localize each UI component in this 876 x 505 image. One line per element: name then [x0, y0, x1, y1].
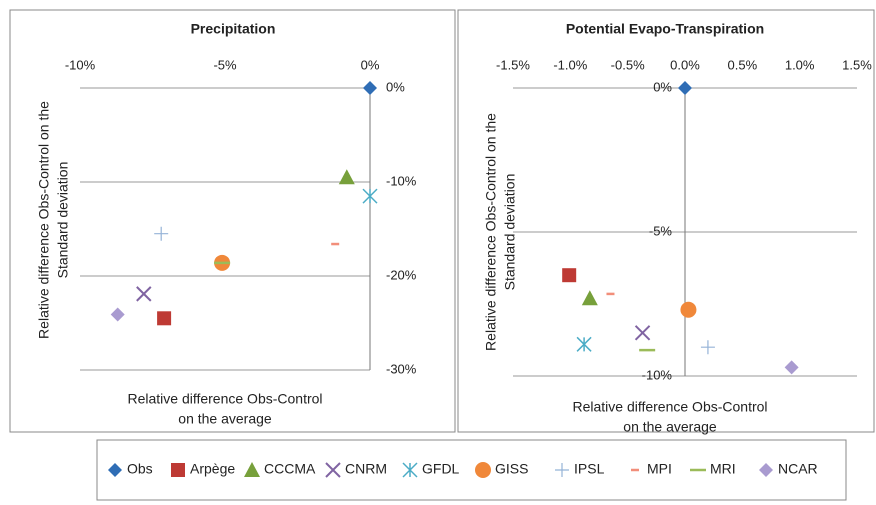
marker — [700, 340, 715, 355]
y-tick-label: 0% — [653, 79, 672, 94]
x-tick-label: -10% — [65, 57, 96, 72]
legend-label: GISS — [495, 461, 528, 477]
x-tick-label: 1.5% — [842, 57, 872, 72]
legend-marker — [555, 463, 569, 477]
marker — [136, 286, 152, 302]
legend-label: MPI — [647, 461, 672, 477]
marker — [634, 325, 651, 341]
x-tick-label: -1.0% — [553, 57, 587, 72]
marker — [157, 311, 172, 326]
legend-label: CCCMA — [264, 461, 316, 477]
x-tick-label: 0% — [361, 57, 380, 72]
x-axis-label: Relative difference Obs-Control — [127, 391, 322, 407]
legend-label: IPSL — [574, 461, 605, 477]
legend-label: CNRM — [345, 461, 387, 477]
y-tick-label: -10% — [386, 173, 417, 188]
marker — [562, 268, 577, 283]
chart-title: Precipitation — [191, 21, 276, 37]
legend-label: NCAR — [778, 461, 818, 477]
y-tick-label: -10% — [642, 367, 673, 382]
marker — [338, 169, 355, 185]
legend-marker — [759, 463, 773, 477]
x-axis-label: on the average — [623, 419, 717, 435]
legend-marker — [244, 462, 260, 477]
marker — [576, 336, 592, 352]
y-axis-label: Standard deviation — [55, 162, 71, 279]
marker — [110, 307, 125, 322]
legend-label: Arpège — [190, 461, 235, 477]
legend-marker — [402, 462, 418, 478]
y-axis-label: Relative difference Obs-Control on the — [36, 101, 52, 339]
legend-marker — [171, 463, 185, 477]
marker — [362, 188, 378, 204]
x-tick-label: 0.0% — [670, 57, 700, 72]
y-tick-label: 0% — [386, 79, 405, 94]
y-tick-label: -30% — [386, 361, 417, 376]
legend-label: Obs — [127, 461, 153, 477]
marker — [363, 81, 377, 95]
y-tick-label: -20% — [386, 267, 417, 282]
legend-marker — [325, 462, 341, 478]
marker — [154, 226, 169, 241]
marker — [784, 360, 799, 375]
y-tick-label: -5% — [649, 223, 673, 238]
x-tick-label: 1.0% — [785, 57, 815, 72]
marker — [680, 301, 697, 318]
x-tick-label: -0.5% — [611, 57, 645, 72]
x-tick-label: 0.5% — [728, 57, 758, 72]
x-tick-label: -1.5% — [496, 57, 530, 72]
chart-title: Potential Evapo-Transpiration — [566, 21, 764, 37]
legend-frame — [96, 439, 847, 501]
legend-marker — [475, 462, 491, 478]
legend-label: GFDL — [422, 461, 460, 477]
panel-frame — [457, 9, 875, 433]
x-axis-label: Relative difference Obs-Control — [572, 399, 767, 415]
y-axis-label: Relative difference Obs-Control on the — [483, 113, 499, 351]
x-axis-label: on the average — [178, 411, 272, 427]
y-axis-label: Standard deviation — [502, 174, 518, 291]
legend-marker — [108, 463, 122, 477]
x-tick-label: -5% — [213, 57, 237, 72]
legend-label: MRI — [710, 461, 736, 477]
marker — [581, 290, 598, 306]
panel-frame — [9, 9, 456, 433]
marker — [678, 81, 692, 95]
